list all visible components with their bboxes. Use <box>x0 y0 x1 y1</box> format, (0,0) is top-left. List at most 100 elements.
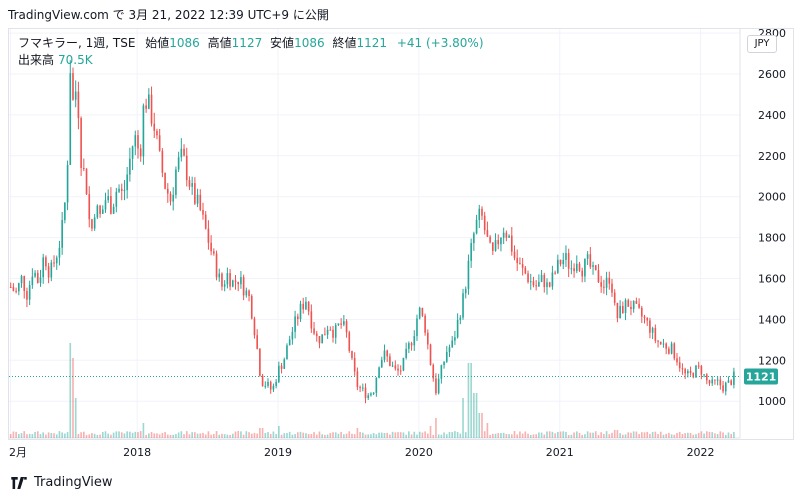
volume-bar <box>413 431 416 438</box>
candle-body <box>177 157 180 170</box>
volume-bar <box>448 431 451 438</box>
volume-bar <box>310 434 313 438</box>
volume-bar <box>153 433 156 438</box>
candle-body <box>305 301 307 310</box>
candle-body <box>248 290 250 297</box>
candle-body <box>389 356 391 366</box>
candle-body <box>42 257 45 278</box>
volume-bar <box>724 434 727 438</box>
candle-body <box>85 168 88 195</box>
volume-bar <box>15 431 17 438</box>
candle-body <box>581 270 584 277</box>
candle-body <box>231 280 234 287</box>
candle-body <box>96 205 99 218</box>
volume-bar <box>234 431 237 438</box>
volume-bar <box>613 430 616 438</box>
candle-body <box>695 365 697 378</box>
volume-bar <box>164 432 166 438</box>
volume-bar <box>31 434 34 438</box>
candle-body <box>315 333 318 337</box>
volume-bar <box>421 432 424 438</box>
volume-bar <box>703 433 705 438</box>
volume-bar <box>408 431 410 438</box>
candle-body <box>578 263 581 271</box>
volume-bar <box>513 431 516 438</box>
volume-bar <box>156 433 158 438</box>
volume-bar <box>47 432 50 438</box>
candle-body <box>256 335 258 349</box>
volume-bar <box>640 432 643 438</box>
candle-body <box>39 277 42 283</box>
volume-bar <box>391 431 394 438</box>
volume-bar <box>242 434 245 438</box>
volume-bar <box>551 431 554 438</box>
candle-body <box>307 301 310 312</box>
candle-body <box>529 281 532 283</box>
candle-body <box>421 307 424 316</box>
volume-bar <box>332 432 334 438</box>
volume-bar <box>538 432 540 438</box>
candle-body <box>535 285 537 287</box>
candle-body <box>74 91 77 100</box>
volume-bar <box>594 431 597 438</box>
volume-bar <box>678 431 681 438</box>
volume-bar <box>351 433 353 438</box>
candle-body <box>253 318 256 336</box>
time-tick-label: 2018 <box>123 446 151 459</box>
candle-body <box>632 301 635 310</box>
candle-body <box>681 368 684 370</box>
candle-body <box>294 316 296 332</box>
volume-bar <box>557 431 559 438</box>
candle-body <box>532 281 535 286</box>
volume-bar <box>632 431 635 438</box>
candle-body <box>538 281 540 287</box>
volume-label[interactable]: 出来高 <box>18 53 55 67</box>
candle-body <box>150 94 153 124</box>
volume-bar <box>456 431 459 438</box>
candle-body <box>23 276 26 292</box>
symbol-name[interactable]: フマキラー, 1週, TSE <box>18 36 136 50</box>
currency-button[interactable]: JPY <box>747 35 777 53</box>
candle-body <box>724 382 727 392</box>
volume-bar <box>223 434 226 438</box>
volume-bar <box>240 431 242 438</box>
candle-body <box>668 348 670 354</box>
candle-body <box>386 350 389 357</box>
volume-bar <box>123 433 126 438</box>
volume-bar <box>221 433 223 438</box>
volume-bar <box>638 434 640 438</box>
volume-bar <box>126 431 128 438</box>
candle-body <box>370 393 372 396</box>
candle-body <box>112 206 115 214</box>
candle-body <box>697 365 700 367</box>
candle-body <box>454 337 456 341</box>
candle-body <box>77 91 80 119</box>
volume-bar <box>166 434 169 438</box>
candle-body <box>12 287 15 291</box>
candle-body <box>613 292 616 303</box>
volume-bar <box>348 431 351 438</box>
candle-body <box>603 286 605 288</box>
candle-body <box>361 387 364 389</box>
volume-bar <box>9 434 12 438</box>
volume-bar <box>519 431 521 438</box>
candle-body <box>223 284 226 287</box>
volume-bar <box>543 434 546 438</box>
volume-bar <box>148 433 150 438</box>
candle-body <box>714 379 716 381</box>
volume-bar <box>296 432 299 438</box>
footer-brand[interactable]: TradingView <box>10 475 113 490</box>
volume-bar <box>340 431 342 438</box>
volume-bar <box>676 432 678 438</box>
candle-body <box>139 148 142 157</box>
volume-bar <box>643 432 646 438</box>
volume-bar <box>194 432 196 438</box>
candle-body <box>126 174 128 191</box>
candle-body <box>445 351 448 362</box>
volume-bar <box>204 434 207 438</box>
candle-body <box>15 290 17 292</box>
candle-body <box>429 344 432 365</box>
volume-bar <box>554 433 556 438</box>
volume-bar <box>486 423 489 438</box>
